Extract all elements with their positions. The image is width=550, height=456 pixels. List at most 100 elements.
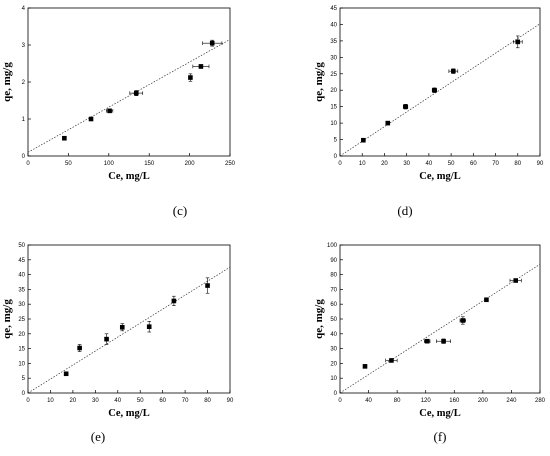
- y-tick-label: 20: [18, 332, 25, 338]
- data-point: [385, 120, 391, 126]
- y-tick-label: 50: [330, 317, 337, 323]
- data-point: [107, 108, 112, 114]
- y-tick-label: 25: [18, 317, 25, 323]
- x-tick-label: 20: [70, 398, 77, 404]
- y-tick-label: 60: [330, 302, 337, 308]
- x-tick-label: 60: [159, 398, 166, 404]
- plot-frame: [339, 244, 541, 394]
- panel-label-e: (e): [90, 429, 106, 444]
- y-tick-label: 30: [18, 302, 25, 308]
- x-tick-label: 0: [338, 398, 342, 404]
- y-tick-label: 25: [330, 72, 337, 78]
- data-point: [515, 39, 521, 45]
- y-tick-label: 0: [334, 391, 338, 397]
- data-point: [403, 104, 408, 109]
- y-tick-label: 2: [22, 80, 26, 86]
- y-axis-label: qe, mg/g: [1, 62, 13, 102]
- x-tick-label: 90: [537, 161, 544, 167]
- x-tick-label: 80: [514, 161, 521, 167]
- data-point: [198, 64, 204, 69]
- x-tick-label: 150: [144, 161, 155, 167]
- y-tick-label: 20: [330, 361, 337, 367]
- y-tick-label: 15: [18, 347, 25, 353]
- x-tick-label: 70: [492, 161, 499, 167]
- y-tick-label: 40: [330, 332, 337, 338]
- data-point: [484, 297, 489, 303]
- y-tick-label: 30: [330, 347, 337, 353]
- x-axis-label: Ce, mg/L: [108, 408, 149, 419]
- y-tick-label: 10: [18, 361, 25, 367]
- x-tick-label: 120: [421, 398, 432, 404]
- x-tick-label: 50: [65, 161, 72, 167]
- data-point: [104, 336, 109, 342]
- x-tick-label: 90: [227, 398, 234, 404]
- x-tick-label: 0: [26, 161, 30, 167]
- y-tick-label: 45: [18, 258, 25, 264]
- data-point: [441, 338, 446, 344]
- x-tick-label: 80: [204, 398, 211, 404]
- data-point: [451, 68, 456, 74]
- data-point: [432, 87, 437, 93]
- x-tick-label: 250: [225, 161, 236, 167]
- x-tick-label: 30: [92, 398, 99, 404]
- data-point: [88, 116, 94, 122]
- y-tick-label: 50: [18, 243, 25, 249]
- data-point: [119, 324, 125, 330]
- y-tick-label: 35: [330, 39, 337, 45]
- y-tick-label: 0: [22, 391, 26, 397]
- data-point: [63, 371, 69, 377]
- y-tick-label: 20: [330, 88, 337, 94]
- y-tick-label: 40: [18, 273, 25, 279]
- x-axis-label: Ce, mg/L: [419, 408, 460, 419]
- x-tick-label: 10: [359, 161, 366, 167]
- y-tick-label: 45: [330, 6, 337, 12]
- x-tick-label: 280: [535, 398, 546, 404]
- y-tick-label: 1: [22, 117, 26, 123]
- y-tick-label: 35: [18, 287, 25, 293]
- x-axis-label: Ce, mg/L: [419, 171, 460, 182]
- x-tick-label: 60: [470, 161, 477, 167]
- data-point: [389, 358, 394, 363]
- y-tick-label: 5: [22, 376, 26, 382]
- y-tick-label: 80: [330, 273, 337, 279]
- panel-label-f: (f): [433, 429, 447, 444]
- x-tick-label: 70: [182, 398, 189, 404]
- y-tick-label: 30: [330, 55, 337, 61]
- x-tick-label: 40: [365, 398, 372, 404]
- plot-frame: [339, 7, 541, 157]
- y-tick-label: 3: [22, 43, 26, 49]
- y-tick-label: 90: [330, 258, 337, 264]
- data-point: [424, 338, 430, 344]
- panel-label-c: (c): [172, 203, 188, 218]
- data-point: [513, 278, 519, 283]
- data-point: [188, 75, 193, 80]
- x-tick-label: 80: [394, 398, 401, 404]
- y-tick-label: 5: [334, 138, 338, 144]
- x-tick-label: 200: [185, 161, 196, 167]
- fit-line: [339, 23, 541, 157]
- y-tick-label: 0: [334, 154, 338, 160]
- x-tick-label: 50: [448, 161, 455, 167]
- y-tick-label: 100: [327, 243, 338, 249]
- x-axis-label: Ce, mg/L: [108, 171, 149, 182]
- data-point: [133, 90, 139, 96]
- x-tick-label: 30: [403, 161, 410, 167]
- y-tick-label: 15: [330, 105, 337, 111]
- data-point: [362, 364, 368, 369]
- y-tick-label: 10: [330, 376, 337, 382]
- x-tick-label: 240: [506, 398, 517, 404]
- panel-label-d: (d): [397, 203, 413, 218]
- x-tick-label: 20: [381, 161, 388, 167]
- x-tick-label: 160: [449, 398, 460, 404]
- y-axis-label: qe, mg/g: [1, 299, 13, 339]
- data-point: [205, 283, 210, 288]
- y-tick-label: 4: [22, 6, 26, 12]
- x-tick-label: 50: [137, 398, 144, 404]
- fit-line: [27, 266, 231, 394]
- y-tick-label: 10: [330, 121, 337, 127]
- x-tick-label: 200: [478, 398, 489, 404]
